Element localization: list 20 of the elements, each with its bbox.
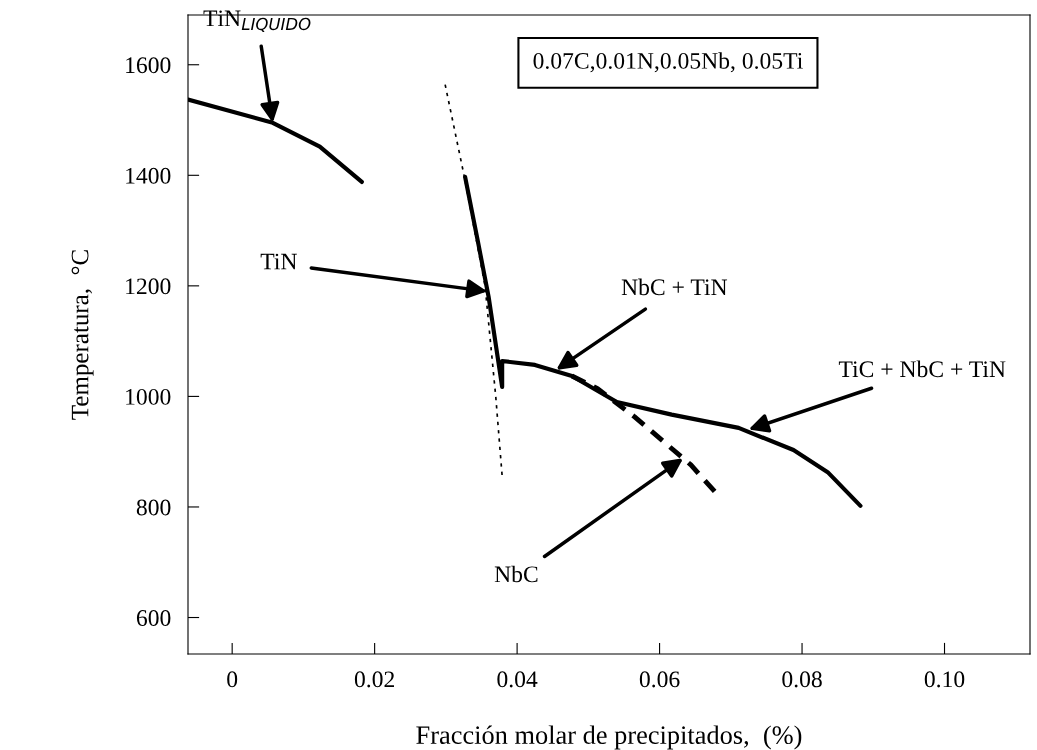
y-tick-label: 1200 xyxy=(126,278,171,295)
x-tick-label: 0.08 xyxy=(782,671,822,688)
annotation: NbC + TiN xyxy=(621,278,728,296)
y-tick-label: 800 xyxy=(136,499,171,516)
x-tick-label: 0.02 xyxy=(354,671,394,688)
x-tick-label: 0 xyxy=(227,671,238,688)
x-axis-title: Fracción molar de precipitados, (%) xyxy=(416,725,802,750)
annotation: 0.07C,0.01N,0.05Nb, 0.05Ti xyxy=(533,52,803,73)
annotation: NbC xyxy=(494,565,538,583)
y-tick-label: 1400 xyxy=(126,167,171,184)
x-tick-label: 0.10 xyxy=(924,671,965,688)
x-tick-label: 0.04 xyxy=(497,671,538,688)
annotation: TiC + NbC + TiN xyxy=(838,360,1006,378)
x-tick-label: 0.06 xyxy=(639,671,680,688)
y-tick-label: 600 xyxy=(136,610,171,626)
y-tick-label: 1600 xyxy=(126,57,171,74)
annotation: TiN xyxy=(260,253,297,270)
annotation: TiN$_{LIQUIDO}$ xyxy=(203,10,311,33)
y-axis-title: Temperatura, °C xyxy=(71,250,94,420)
y-tick-label: 1000 xyxy=(126,388,171,405)
